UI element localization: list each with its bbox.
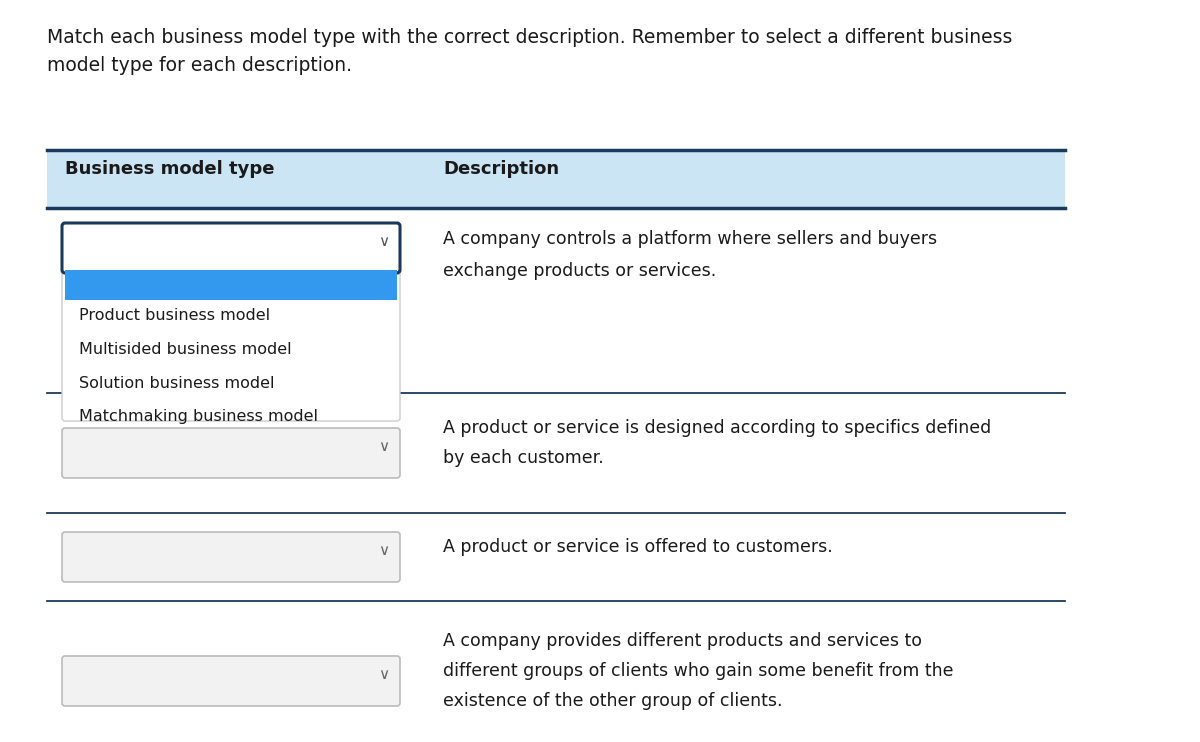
Text: Business model type: Business model type bbox=[65, 160, 275, 178]
Text: Multisided business model: Multisided business model bbox=[79, 341, 292, 356]
Text: A product or service is offered to customers.: A product or service is offered to custo… bbox=[443, 538, 833, 556]
Text: A product or service is designed according to specifics defined: A product or service is designed accordi… bbox=[443, 419, 991, 437]
FancyBboxPatch shape bbox=[62, 428, 400, 478]
FancyBboxPatch shape bbox=[62, 223, 400, 273]
Text: exchange products or services.: exchange products or services. bbox=[443, 262, 716, 280]
Text: ∨: ∨ bbox=[378, 234, 389, 249]
FancyBboxPatch shape bbox=[62, 532, 400, 582]
Text: existence of the other group of clients.: existence of the other group of clients. bbox=[443, 692, 782, 710]
Text: Match each business model type with the correct description. Remember to select : Match each business model type with the … bbox=[47, 28, 1013, 47]
FancyBboxPatch shape bbox=[65, 270, 397, 300]
Text: A company controls a platform where sellers and buyers: A company controls a platform where sell… bbox=[443, 230, 937, 248]
Text: Matchmaking business model: Matchmaking business model bbox=[79, 410, 318, 424]
Text: different groups of clients who gain some benefit from the: different groups of clients who gain som… bbox=[443, 662, 954, 680]
FancyBboxPatch shape bbox=[62, 267, 400, 421]
Text: ∨: ∨ bbox=[378, 667, 389, 682]
Text: ∨: ∨ bbox=[378, 439, 389, 454]
Text: model type for each description.: model type for each description. bbox=[47, 56, 352, 75]
Text: Product business model: Product business model bbox=[79, 307, 270, 323]
Text: ∨: ∨ bbox=[378, 543, 389, 558]
FancyBboxPatch shape bbox=[47, 150, 1066, 208]
Text: A company provides different products and services to: A company provides different products an… bbox=[443, 632, 922, 650]
Text: Solution business model: Solution business model bbox=[79, 375, 275, 390]
Text: by each customer.: by each customer. bbox=[443, 449, 604, 467]
Text: Description: Description bbox=[443, 160, 559, 178]
FancyBboxPatch shape bbox=[62, 656, 400, 706]
